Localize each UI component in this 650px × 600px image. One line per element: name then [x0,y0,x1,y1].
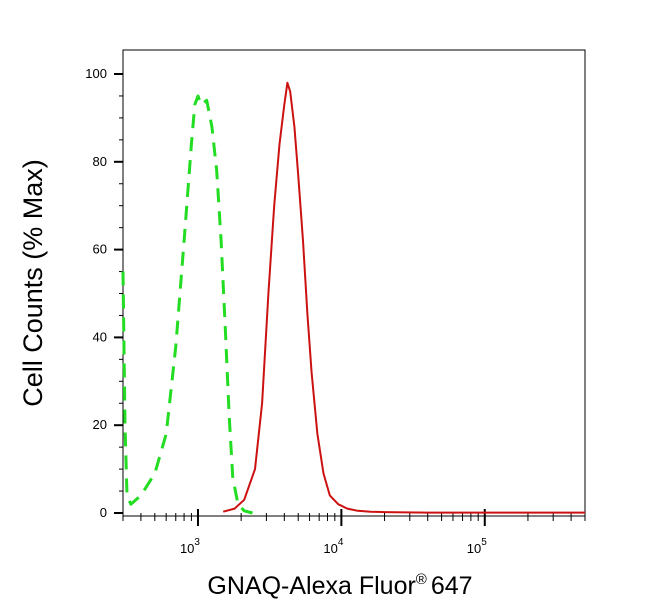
x-axis: 103 104 105 [122,509,586,556]
y-tick-label: 60 [93,242,107,257]
x-axis-title-main: GNAQ-Alexa Fluor [207,572,415,600]
x-tick-base: 10 [467,541,481,556]
x-axis-title-suffix: 647 [431,572,473,600]
x-tick-label: 105 [467,537,487,556]
x-tick-label: 103 [180,537,200,556]
x-tick-exponent: 5 [481,537,487,548]
y-axis: 0 20 40 60 80 100 [85,66,123,520]
y-tick-label: 40 [93,329,107,344]
y-tick-label: 0 [100,505,107,520]
y-tick-label: 20 [93,417,107,432]
x-axis-title: GNAQ-Alexa Fluor® 647 [207,571,472,600]
y-tick-label: 80 [93,154,107,169]
x-tick-exponent: 4 [338,537,344,548]
registered-mark: ® [416,571,427,588]
sample-histogram-line [222,81,585,514]
series-layer [121,81,585,515]
x-tick-base: 10 [180,541,194,556]
y-tick-label: 100 [85,66,107,81]
y-axis-title: Cell Counts (% Max) [18,159,48,407]
x-tick-exponent: 3 [194,537,200,548]
control-histogram-line [121,94,253,515]
x-tick-base: 10 [323,541,337,556]
x-tick-label: 104 [323,537,343,556]
